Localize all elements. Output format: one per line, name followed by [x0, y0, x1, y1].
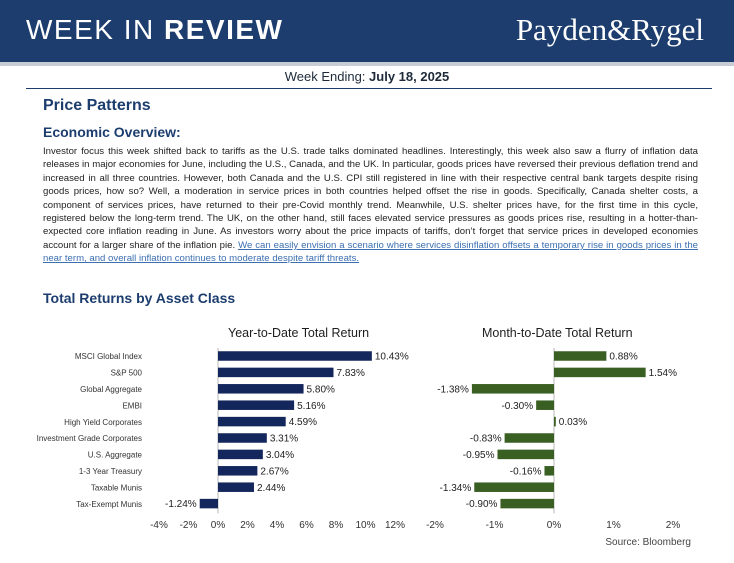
section-rule: [26, 88, 712, 89]
mtd-tick-label: -2%: [426, 520, 444, 531]
mtd-data-label: -1.38%: [437, 384, 469, 395]
category-label: U.S. Aggregate: [88, 451, 143, 460]
ytd-bar: [218, 482, 254, 492]
ytd-tick-label: 6%: [299, 520, 314, 531]
mtd-chart-title: Month-to-Date Total Return: [482, 326, 633, 340]
ytd-bar: [218, 416, 286, 427]
category-label: Tax-Exempt Munis: [76, 500, 142, 509]
mtd-tick-label: 1%: [606, 520, 621, 531]
mtd-bar: [497, 449, 554, 460]
week-ending: Week Ending: July 18, 2025: [284, 69, 450, 84]
mtd-bar: [504, 433, 554, 443]
subheading: Economic Overview:: [43, 124, 181, 140]
mtd-bar: [554, 416, 556, 427]
mtd-tick-label: -1%: [486, 520, 504, 531]
category-label: High Yield Corporates: [64, 418, 142, 427]
ytd-tick-label: 4%: [270, 520, 285, 531]
ytd-bar: [218, 400, 295, 410]
ytd-tick-label: 0%: [211, 520, 226, 531]
category-label: EMBI: [122, 401, 142, 410]
mtd-data-label: -0.30%: [501, 401, 533, 412]
ytd-data-label: 2.67%: [260, 466, 288, 477]
mtd-data-label: -0.90%: [466, 499, 498, 510]
ytd-bar: [218, 433, 267, 443]
newsletter-title: WEEK IN REVIEW: [26, 14, 284, 45]
source-note: Source: Bloomberg: [605, 537, 691, 548]
category-label: MSCI Global Index: [75, 352, 142, 361]
mtd-data-label: 0.88%: [609, 352, 637, 363]
ytd-data-label: 5.16%: [297, 401, 325, 412]
ytd-bar: [218, 466, 258, 476]
header-bar: WEEK IN REVIEW Payden&Rygel: [0, 0, 734, 62]
mtd-bar: [554, 351, 607, 361]
ytd-data-label: 10.43%: [375, 352, 409, 363]
ytd-data-label: -1.24%: [165, 499, 197, 510]
ytd-tick-label: 10%: [355, 520, 375, 531]
mtd-bar: [544, 466, 554, 476]
category-label: 1-3 Year Treasury: [79, 467, 142, 476]
mtd-bar: [500, 498, 554, 509]
overview-paragraph: Investor focus this week shifted back to…: [43, 146, 698, 265]
ytd-data-label: 3.31%: [270, 434, 298, 445]
ytd-data-label: 2.44%: [257, 483, 285, 494]
section-title: Price Patterns: [43, 97, 151, 114]
ytd-tick-label: -2%: [180, 520, 198, 531]
ytd-bar: [218, 367, 334, 378]
mtd-data-label: -1.34%: [440, 483, 472, 494]
returns-title: Total Returns by Asset Class: [43, 290, 236, 306]
ytd-data-label: 3.04%: [266, 450, 294, 461]
mtd-bar: [536, 400, 554, 410]
mtd-data-label: -0.83%: [470, 434, 502, 445]
mtd-data-label: 1.54%: [649, 368, 677, 379]
header-divider: [0, 62, 734, 66]
mtd-data-label: 0.03%: [559, 417, 587, 428]
ytd-bar: [218, 384, 304, 394]
mtd-data-label: -0.16%: [510, 466, 542, 477]
mtd-bar: [471, 384, 554, 394]
ytd-tick-label: 12%: [385, 520, 405, 531]
overview-link[interactable]: We can easily envision a scenario where …: [43, 239, 698, 265]
ytd-bar: [218, 351, 372, 361]
ytd-chart-title: Year-to-Date Total Return: [228, 326, 370, 340]
category-label: Taxable Munis: [91, 483, 142, 492]
category-label: S&P 500: [111, 369, 143, 378]
ytd-bar: [218, 449, 263, 460]
mtd-bar: [474, 482, 554, 492]
mtd-bar: [554, 367, 646, 378]
ytd-data-label: 5.80%: [307, 384, 335, 395]
brand-logo: Payden&Rygel: [515, 12, 704, 47]
ytd-tick-label: -4%: [150, 520, 168, 531]
ytd-data-label: 7.83%: [336, 368, 364, 379]
ytd-bar: [199, 498, 218, 509]
mtd-data-label: -0.95%: [463, 450, 495, 461]
ytd-data-label: 4.59%: [289, 417, 317, 428]
ytd-tick-label: 8%: [329, 520, 344, 531]
mtd-tick-label: 2%: [666, 520, 681, 531]
category-label: Global Aggregate: [80, 385, 142, 394]
category-label: Investment Grade Corporates: [37, 434, 142, 443]
mtd-tick-label: 0%: [547, 520, 562, 531]
ytd-tick-label: 2%: [240, 520, 255, 531]
